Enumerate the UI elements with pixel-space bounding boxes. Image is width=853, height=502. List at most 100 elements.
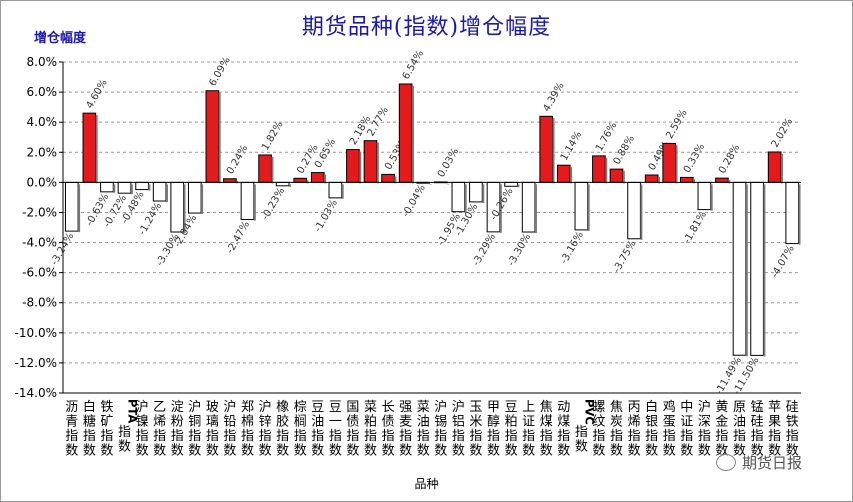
bar-shadow [710, 184, 713, 211]
svg-text:指: 指 [522, 429, 535, 444]
y-tick-label: -14.0% [15, 386, 57, 400]
svg-text:指: 指 [663, 429, 676, 444]
svg-text:黄: 黄 [715, 400, 728, 415]
y-tick-label: -6.0% [22, 266, 57, 280]
svg-text:指: 指 [188, 429, 201, 444]
svg-text:果: 果 [768, 415, 781, 430]
bar [574, 181, 589, 231]
svg-text:指: 指 [364, 429, 377, 444]
svg-text:数: 数 [786, 444, 799, 459]
bar-shadow [411, 85, 414, 184]
bar-shadow [570, 167, 573, 184]
data-label: 6.54% [401, 48, 426, 81]
svg-text:银: 银 [645, 415, 658, 430]
svg-text:中: 中 [680, 400, 693, 415]
bar [100, 181, 114, 193]
bar-shadow [429, 184, 432, 185]
wechat-icon [716, 454, 736, 471]
svg-text:焦: 焦 [540, 400, 553, 415]
y-axis-label: 增仓幅度 [34, 31, 87, 46]
svg-text:指: 指 [259, 429, 272, 444]
svg-text:铜: 铜 [188, 415, 201, 430]
bar-shadow [675, 145, 678, 184]
svg-text:数: 数 [768, 444, 781, 459]
svg-text:上: 上 [522, 400, 535, 415]
svg-text:丙: 丙 [628, 400, 641, 415]
bar [451, 181, 466, 213]
svg-text:数: 数 [118, 440, 131, 455]
svg-text:指: 指 [399, 429, 412, 444]
svg-text:数: 数 [223, 444, 236, 459]
bar [223, 178, 237, 183]
svg-text:数: 数 [171, 444, 184, 459]
bar-shadow [534, 184, 537, 234]
svg-text:指: 指 [136, 429, 149, 444]
svg-text:铝: 铝 [452, 415, 465, 430]
bar [275, 181, 290, 187]
bar-shadow [499, 184, 502, 233]
svg-text:炭: 炭 [610, 415, 623, 430]
svg-text:指: 指 [786, 429, 799, 444]
svg-text:榈: 榈 [294, 415, 307, 430]
svg-text:数: 数 [65, 444, 78, 459]
svg-text:指: 指 [346, 429, 359, 444]
svg-text:沪: 沪 [259, 399, 272, 415]
svg-text:苹: 苹 [768, 400, 781, 415]
svg-text:数: 数 [663, 444, 676, 459]
bar [258, 154, 272, 183]
data-label: -3.30% [506, 232, 533, 268]
bar [117, 181, 132, 194]
svg-text:动: 动 [557, 400, 570, 415]
svg-text:煤: 煤 [557, 415, 570, 430]
svg-text:指: 指 [206, 429, 219, 444]
svg-text:沪: 沪 [698, 399, 711, 415]
svg-text:数: 数 [417, 444, 430, 459]
svg-text:数: 数 [452, 444, 465, 459]
svg-text:指: 指 [469, 429, 482, 444]
bar [679, 176, 694, 183]
data-label: 2.59% [664, 108, 689, 141]
bar-shadow [447, 183, 450, 185]
y-tick-label: 4.0% [27, 115, 58, 129]
svg-text:数: 数 [100, 444, 113, 459]
bar-shadow [271, 156, 274, 184]
svg-text:指: 指 [452, 429, 465, 444]
bar [750, 181, 764, 356]
bar [609, 168, 624, 183]
svg-text:锰: 锰 [751, 400, 764, 415]
bar-shadow [183, 184, 186, 234]
bar-shadow [130, 184, 133, 195]
svg-text:油: 油 [311, 415, 324, 430]
data-label: -1.81% [682, 210, 709, 246]
bar-shadow [482, 184, 485, 203]
y-tick-label: 6.0% [27, 85, 58, 99]
svg-text:数: 数 [346, 444, 359, 459]
y-tick-label: -4.0% [22, 236, 57, 250]
svg-text:橡: 橡 [276, 400, 289, 415]
svg-text:数: 数 [610, 444, 623, 459]
svg-text:数: 数 [434, 444, 447, 459]
svg-text:菜: 菜 [417, 400, 430, 415]
svg-text:油: 油 [733, 415, 746, 430]
bar [293, 177, 308, 183]
svg-text:指: 指 [715, 429, 728, 444]
bar [662, 142, 677, 183]
svg-text:璃: 璃 [206, 415, 219, 430]
svg-text:强: 强 [399, 400, 412, 415]
svg-text:数: 数 [294, 444, 307, 459]
svg-text:数: 数 [698, 444, 711, 459]
data-label: 0.33% [682, 142, 707, 175]
bar-shadow [113, 184, 116, 193]
svg-text:深: 深 [698, 415, 711, 430]
svg-text:菜: 菜 [364, 400, 377, 415]
